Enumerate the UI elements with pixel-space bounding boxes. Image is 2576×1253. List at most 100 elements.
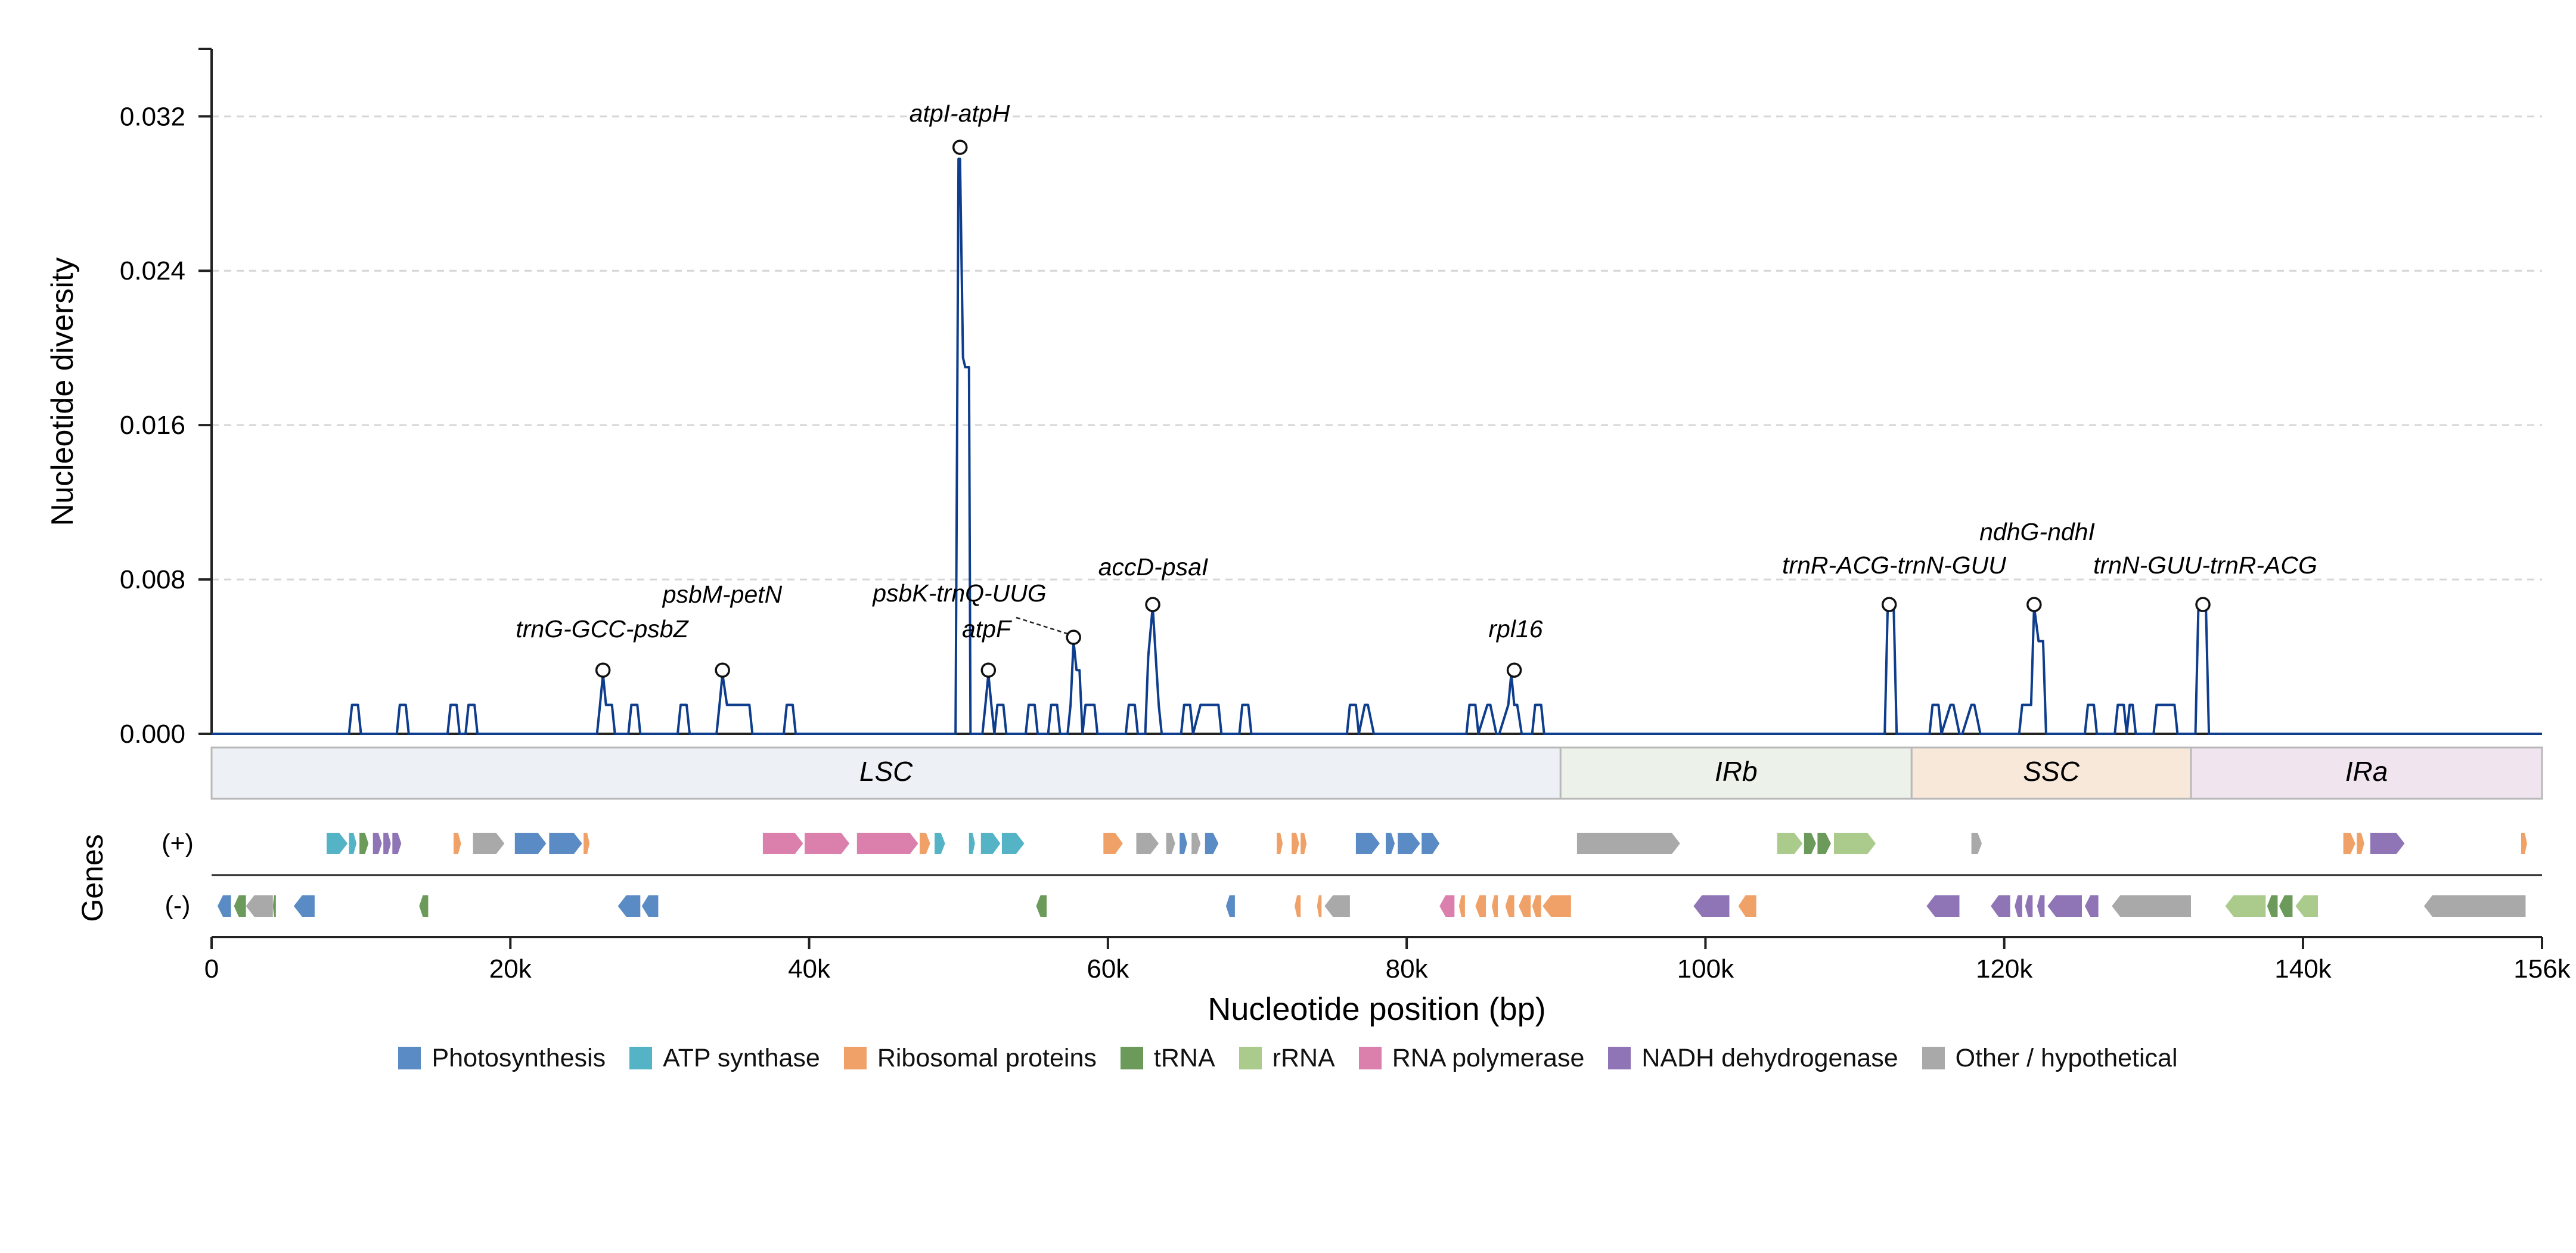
gene-arrow xyxy=(2225,895,2266,917)
gene-arrow xyxy=(1180,833,1187,854)
x-tick-label: 20k xyxy=(489,954,532,984)
gene-arrow xyxy=(1295,895,1301,917)
legend-item: Ribosomal proteins xyxy=(843,1043,1097,1073)
gene-arrow xyxy=(1317,895,1322,917)
gene-arrow xyxy=(454,833,461,854)
gene-arrow xyxy=(473,833,505,854)
gene-arrow xyxy=(856,833,918,854)
gene-category-legend: Photosynthesis ATP synthase Ribosomal prot… xyxy=(0,1037,2576,1079)
gene-arrow xyxy=(1205,833,1219,854)
gene-arrow xyxy=(762,833,803,854)
gene-arrow xyxy=(2047,895,2082,917)
gene-arrow xyxy=(1458,895,1465,917)
legend-item: Other / hypothetical xyxy=(1922,1044,2178,1073)
gene-arrow xyxy=(1292,833,1299,854)
peak-marker xyxy=(715,662,730,678)
peak-marker xyxy=(952,139,968,155)
gene-arrow xyxy=(1324,895,1350,917)
legend-label: Other / hypothetical xyxy=(1955,1043,2178,1072)
x-tick-label: 120k xyxy=(1976,954,2033,984)
gene-arrow xyxy=(2295,895,2318,917)
gene-arrow xyxy=(1834,833,1876,854)
legend-swatch xyxy=(1358,1047,1382,1069)
gene-arrow xyxy=(969,833,975,854)
gene-arrow xyxy=(1355,833,1380,854)
peak-annotations: trnG-GCC-psbZ psbM-petN atpI-atpH atpF psbK-… xyxy=(516,100,2317,678)
region-band xyxy=(1910,746,2192,800)
gene-arrow xyxy=(1422,833,1440,854)
gene-arrow xyxy=(2424,895,2526,917)
region-band xyxy=(210,746,1562,800)
legend-swatch xyxy=(629,1047,653,1069)
gene-arrow xyxy=(1543,895,1571,917)
gridlines xyxy=(212,115,2542,581)
x-tick-label: 100k xyxy=(1677,954,1734,984)
x-axis-label: Nucleotide position (bp) xyxy=(1208,991,1545,1027)
legend-swatch xyxy=(1922,1047,1945,1069)
legend-label: Ribosomal proteins xyxy=(877,1043,1097,1072)
legend-swatch xyxy=(843,1047,867,1069)
y-axis-label: Nucleotide diversity xyxy=(45,258,80,526)
x-tick-label: 156k xyxy=(2513,954,2571,984)
peak-label: atpF xyxy=(962,615,1012,643)
peak-label: ndhG-ndhI xyxy=(1979,518,2095,545)
gene-arrow xyxy=(1926,895,1960,917)
gene-arrow xyxy=(2521,833,2527,854)
gene-arrow xyxy=(1532,895,1541,917)
gene-arrow xyxy=(980,833,1001,854)
gene-arrow xyxy=(2267,895,2278,917)
gene-arrow xyxy=(2112,895,2191,917)
gene-arrow xyxy=(805,833,850,854)
legend-label: NADH dehydrogenase xyxy=(1641,1043,1898,1072)
gene-arrow xyxy=(1001,833,1025,854)
region-band xyxy=(1559,746,1913,800)
gene-arrow xyxy=(2015,895,2022,917)
gene-arrow xyxy=(641,895,659,917)
gene-arrow xyxy=(1971,833,1982,854)
x-tick-label: 40k xyxy=(788,954,831,984)
legend-item: NADH dehydrogenase xyxy=(1608,1044,1898,1073)
peak-marker xyxy=(1145,597,1160,612)
y-tick-label: 0.008 xyxy=(120,565,185,594)
peak-marker xyxy=(1506,662,1522,678)
gene-arrow xyxy=(2025,895,2033,917)
gene-arrow xyxy=(1576,833,1680,854)
gene-arrow xyxy=(1191,833,1201,854)
peak-label: psbM-petN xyxy=(662,581,783,608)
gene-arrow xyxy=(514,833,547,854)
gene-arrow xyxy=(1804,833,1816,854)
gene-arrow xyxy=(1398,833,1420,854)
region-label: LSC xyxy=(859,756,913,787)
gene-arrow xyxy=(373,833,382,854)
region-label: IRa xyxy=(2345,756,2388,787)
peak-label: atpI-atpH xyxy=(910,100,1010,127)
gene-arrow xyxy=(272,895,276,917)
gene-arrow xyxy=(1277,833,1283,854)
genes-track-label: Genes xyxy=(76,834,109,922)
gene-arrow xyxy=(419,895,429,917)
genes-minus-strand xyxy=(218,895,2526,917)
peak-label: trnG-GCC-psbZ xyxy=(516,615,689,643)
legend-label: Photosynthesis xyxy=(432,1043,606,1072)
gene-arrow xyxy=(1136,833,1159,854)
gene-arrow xyxy=(1505,895,1514,917)
legend-swatch xyxy=(398,1047,421,1069)
genome-regions: LSC IRb SSC IRa xyxy=(210,746,2543,800)
legend-item: ATP synthase xyxy=(629,1044,820,1073)
gene-arrow xyxy=(2343,833,2355,854)
gene-arrow xyxy=(1166,833,1175,854)
legend-label: tRNA xyxy=(1153,1043,1215,1072)
peak-marker xyxy=(2195,597,2211,612)
legend-label: rRNA xyxy=(1272,1043,1335,1072)
gene-arrow xyxy=(2279,895,2293,917)
legend-swatch xyxy=(1608,1047,1631,1069)
x-tick-label: 140k xyxy=(2274,954,2332,984)
gene-arrow xyxy=(920,833,930,854)
gene-arrow xyxy=(2370,833,2405,854)
gene-arrow xyxy=(584,833,590,854)
gene-arrow xyxy=(293,895,315,917)
gene-arrow xyxy=(1036,895,1047,917)
region-band xyxy=(2190,746,2543,800)
gene-arrow xyxy=(383,833,391,854)
